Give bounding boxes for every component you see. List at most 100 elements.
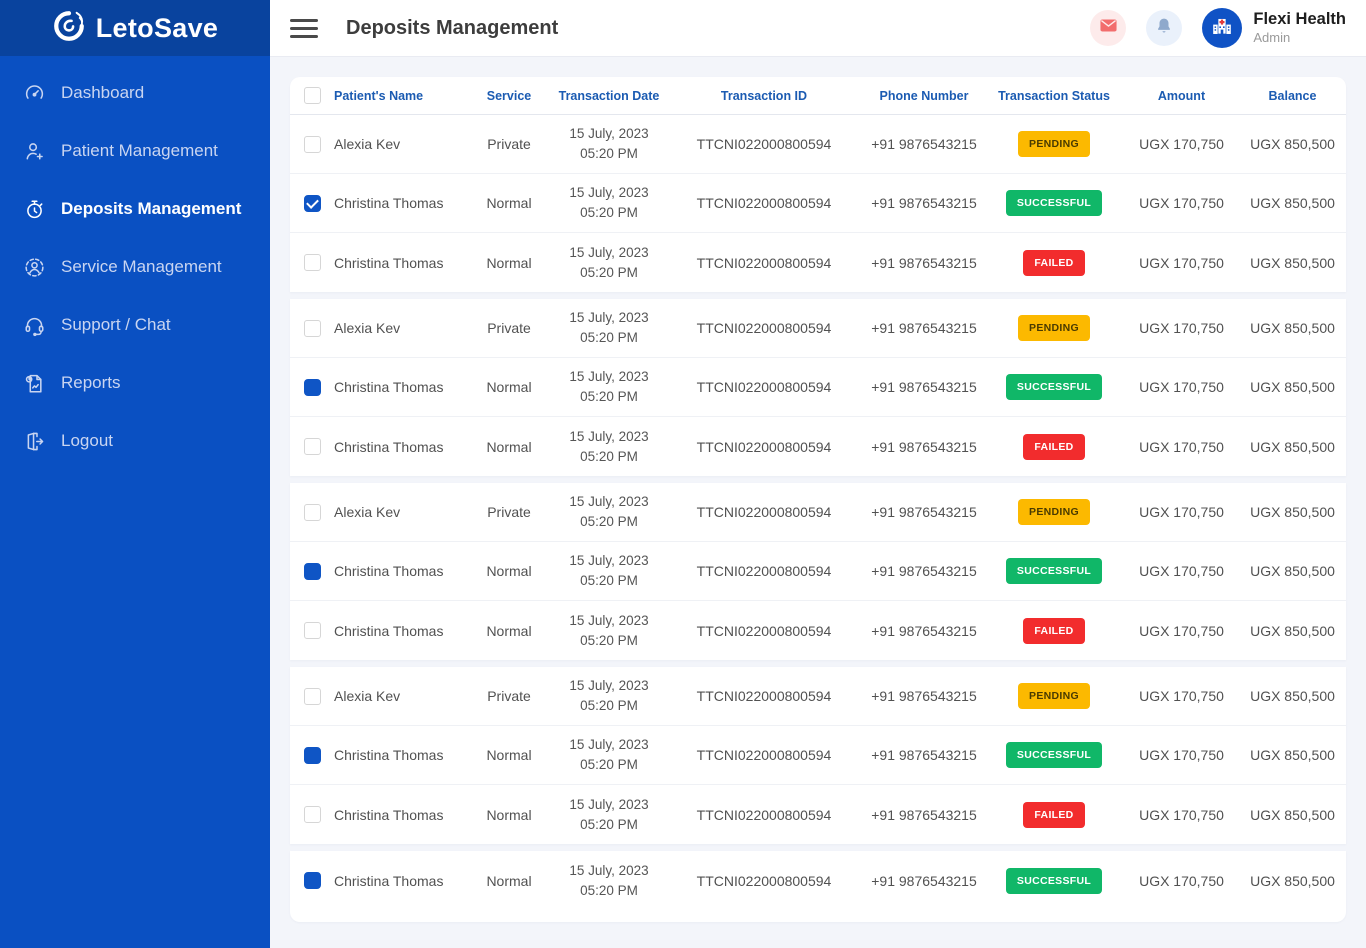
sidebar-item-deposits-management[interactable]: Deposits Management bbox=[0, 180, 270, 238]
patient-name: Alexia Kev bbox=[334, 688, 401, 704]
transaction-date: 15 July, 2023 05:20 PM bbox=[569, 862, 649, 898]
hamburger-menu-icon[interactable] bbox=[290, 18, 318, 38]
notifications-button[interactable] bbox=[1146, 10, 1183, 46]
table-row: Alexia Kev Private 15 July, 2023 05:20 P… bbox=[290, 115, 1346, 174]
transaction-id: TTCNI022000800594 bbox=[696, 195, 832, 211]
table-header-row: Patient's Name Service Transaction Date … bbox=[290, 77, 1346, 115]
transaction-date: 15 July, 2023 05:20 PM bbox=[569, 369, 649, 404]
sidebar-item-label: Reports bbox=[61, 373, 121, 392]
amount: UGX 170,750 bbox=[1139, 320, 1224, 336]
row-checkbox[interactable] bbox=[303, 622, 321, 639]
row-checkbox[interactable] bbox=[303, 687, 321, 705]
row-checkbox[interactable] bbox=[303, 503, 321, 521]
patient-name: Alexia Kev bbox=[334, 136, 401, 152]
sidebar-item-patient-management[interactable]: Patient Management bbox=[0, 122, 270, 180]
amount: UGX 170,750 bbox=[1139, 563, 1224, 579]
table-row: Christina Thomas Normal 15 July, 2023 05… bbox=[290, 851, 1346, 910]
gauge-icon bbox=[22, 81, 46, 105]
user-menu[interactable]: Flexi Health Admin bbox=[1202, 8, 1346, 48]
balance: UGX 850,500 bbox=[1250, 136, 1335, 152]
service-type: Normal bbox=[486, 622, 532, 639]
service-type: Normal bbox=[486, 872, 532, 889]
sidebar-item-reports[interactable]: Reports bbox=[0, 354, 270, 412]
balance: UGX 850,500 bbox=[1250, 872, 1335, 889]
sidebar-item-dashboard[interactable]: Dashboard bbox=[0, 64, 270, 122]
transaction-date: 15 July, 2023 05:20 PM bbox=[569, 494, 649, 529]
row-checkbox[interactable] bbox=[303, 254, 321, 271]
transaction-date: 15 July, 2023 05:20 PM bbox=[569, 428, 649, 464]
status-badge: SUCCESSFUL bbox=[1005, 742, 1103, 768]
amount: UGX 170,750 bbox=[1139, 688, 1224, 704]
phone-number: +91 9876543215 bbox=[871, 195, 977, 211]
sidebar-item-label: Logout bbox=[61, 431, 113, 450]
transaction-id: TTCNI022000800594 bbox=[696, 563, 832, 579]
status-badge: FAILED bbox=[1023, 801, 1085, 828]
service-user-icon bbox=[22, 255, 46, 279]
amount: UGX 170,750 bbox=[1139, 379, 1224, 395]
status-badge: SUCCESSFUL bbox=[1005, 867, 1103, 894]
sidebar-item-label: Dashboard bbox=[61, 83, 145, 102]
service-type: Normal bbox=[486, 747, 532, 763]
user-role: Admin bbox=[1253, 30, 1291, 46]
row-checkbox[interactable] bbox=[303, 378, 321, 396]
column-header-patients-name: Patient's Name bbox=[334, 88, 424, 103]
row-checkbox[interactable] bbox=[303, 806, 321, 823]
logo[interactable]: LetoSave bbox=[0, 0, 270, 56]
service-type: Normal bbox=[486, 254, 532, 271]
column-header-service: Service bbox=[486, 88, 532, 103]
hospital-icon bbox=[1210, 14, 1234, 43]
transaction-id: TTCNI022000800594 bbox=[696, 747, 832, 763]
status-badge: PENDING bbox=[1018, 499, 1090, 525]
avatar bbox=[1202, 8, 1243, 48]
sidebar-item-service-management[interactable]: Service Management bbox=[0, 238, 270, 296]
letosave-logo-icon bbox=[52, 9, 86, 48]
select-all-checkbox[interactable] bbox=[303, 87, 321, 104]
table-row: Christina Thomas Normal 15 July, 2023 05… bbox=[290, 358, 1346, 417]
patient-name: Christina Thomas bbox=[334, 622, 444, 639]
service-type: Normal bbox=[486, 563, 532, 579]
table-card: Alexia Kev Private 15 July, 2023 05:20 P… bbox=[290, 299, 1346, 476]
status-badge: SUCCESSFUL bbox=[1005, 374, 1103, 400]
row-checkbox[interactable] bbox=[303, 746, 321, 764]
amount: UGX 170,750 bbox=[1139, 747, 1224, 763]
transaction-date: 15 July, 2023 05:20 PM bbox=[569, 678, 649, 713]
phone-number: +91 9876543215 bbox=[871, 563, 977, 579]
transaction-id: TTCNI022000800594 bbox=[696, 872, 832, 889]
phone-number: +91 9876543215 bbox=[871, 806, 977, 823]
phone-number: +91 9876543215 bbox=[871, 504, 977, 520]
notification-bell-icon bbox=[1154, 16, 1174, 41]
sidebar-nav: Dashboard Patient Management Deposits Ma… bbox=[0, 56, 270, 470]
transaction-id: TTCNI022000800594 bbox=[696, 254, 832, 271]
column-header-transaction-id: Transaction ID bbox=[720, 88, 808, 103]
balance: UGX 850,500 bbox=[1250, 504, 1335, 520]
page-title: Deposits Management bbox=[346, 16, 559, 39]
sidebar-item-logout[interactable]: Logout bbox=[0, 412, 270, 470]
service-type: Normal bbox=[486, 195, 532, 211]
row-checkbox[interactable] bbox=[303, 135, 321, 153]
patient-name: Christina Thomas bbox=[334, 195, 444, 211]
patient-name: Alexia Kev bbox=[334, 504, 401, 520]
amount: UGX 170,750 bbox=[1139, 806, 1224, 823]
phone-number: +91 9876543215 bbox=[871, 688, 977, 704]
sidebar-item-support-chat[interactable]: Support / Chat bbox=[0, 296, 270, 354]
balance: UGX 850,500 bbox=[1250, 622, 1335, 639]
transaction-date: 15 July, 2023 05:20 PM bbox=[569, 126, 649, 161]
column-header-transaction-status: Transaction Status bbox=[998, 88, 1110, 103]
user-name: Flexi Health bbox=[1253, 10, 1346, 29]
phone-number: +91 9876543215 bbox=[871, 379, 977, 395]
transaction-id: TTCNI022000800594 bbox=[696, 320, 832, 336]
main-content: Patient's Name Service Transaction Date … bbox=[270, 57, 1366, 942]
row-checkbox[interactable] bbox=[303, 194, 321, 212]
mail-button[interactable] bbox=[1090, 10, 1127, 46]
row-checkbox[interactable] bbox=[303, 319, 321, 337]
balance: UGX 850,500 bbox=[1250, 563, 1335, 579]
table-row: Christina Thomas Normal 15 July, 2023 05… bbox=[290, 726, 1346, 785]
mail-icon bbox=[1098, 15, 1119, 41]
logout-door-icon bbox=[22, 429, 46, 453]
amount: UGX 170,750 bbox=[1139, 872, 1224, 889]
row-checkbox[interactable] bbox=[303, 562, 321, 580]
row-checkbox[interactable] bbox=[303, 872, 321, 889]
balance: UGX 850,500 bbox=[1250, 379, 1335, 395]
row-checkbox[interactable] bbox=[303, 438, 321, 455]
amount: UGX 170,750 bbox=[1139, 504, 1224, 520]
